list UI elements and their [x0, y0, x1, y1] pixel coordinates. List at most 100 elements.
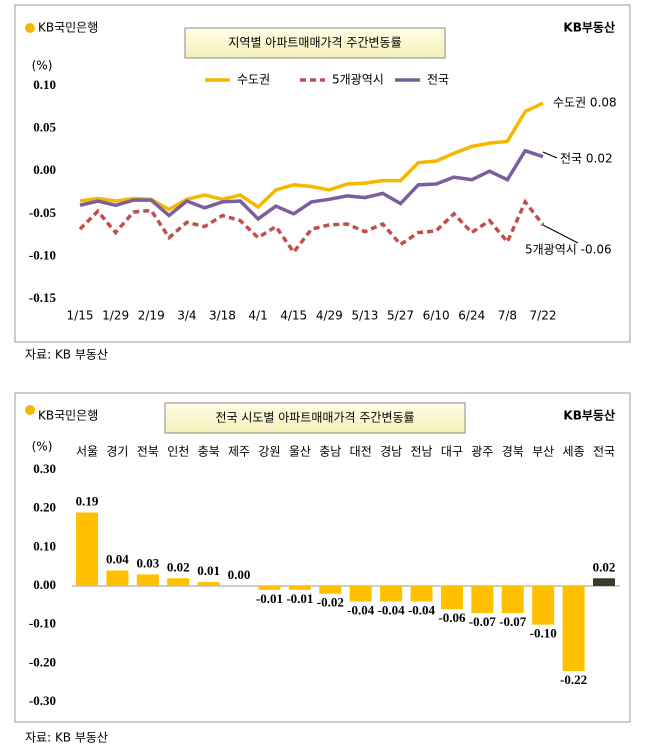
logo-icon: [25, 405, 35, 415]
series-line: [79, 148, 544, 222]
bar: [197, 582, 220, 586]
x-tick-label: 경기: [106, 445, 128, 459]
x-tick-label: 전남: [410, 445, 432, 459]
chart-frame: [14, 4, 631, 343]
legend-label: 수도권: [237, 73, 270, 87]
y-tick-label: -0.30: [29, 693, 56, 708]
value-label: -0.01: [256, 591, 283, 606]
value-label: 0.00: [228, 567, 251, 582]
x-tick-label: 3/4: [177, 309, 196, 323]
title-box: [184, 27, 446, 59]
y-tick-label: -0.15: [29, 290, 57, 305]
bar: [471, 586, 494, 614]
chart-title: 지역별 아파트매매가격 주간변동률: [228, 36, 401, 50]
value-label: -0.07: [499, 614, 527, 629]
value-label: -0.04: [347, 602, 375, 617]
value-label: 0.03: [136, 555, 159, 570]
bar: [532, 586, 555, 625]
x-tick-label: 4/1: [248, 309, 267, 323]
value-label: -0.10: [530, 626, 557, 641]
value-label: -0.02: [317, 595, 344, 610]
value-label: -0.22: [560, 672, 587, 687]
logo-icon: [25, 23, 35, 33]
x-tick-label: 7/8: [498, 309, 517, 323]
x-tick-label: 경남: [380, 445, 402, 459]
bar: [136, 574, 159, 586]
x-tick-label: 전북: [137, 445, 159, 459]
x-tick-label: 6/10: [423, 309, 450, 323]
x-tick-label: 1/29: [102, 309, 129, 323]
y-tick-label: -0.20: [29, 654, 56, 669]
value-label: -0.01: [286, 591, 313, 606]
bar: [288, 586, 311, 590]
bar: [440, 586, 463, 610]
x-tick-label: 울산: [289, 445, 311, 459]
value-label: 0.19: [76, 494, 99, 509]
y-unit: (%): [32, 440, 53, 454]
logo-text: KB국민은행: [38, 20, 98, 35]
y-tick-label: 0.00: [33, 577, 56, 592]
annotation: 수도권 0.08: [553, 96, 617, 110]
y-tick-label: 0.05: [33, 120, 56, 135]
annotation: 5개광역시 -0.06: [525, 243, 612, 257]
bar: [258, 586, 281, 590]
chart-title: 전국 시도별 아파트매매가격 주간변동률: [215, 411, 414, 425]
bar: [106, 570, 129, 586]
value-label: 0.01: [197, 563, 220, 578]
annotation-leader: [542, 151, 558, 159]
bar: [349, 586, 372, 602]
y-unit: (%): [32, 59, 53, 73]
x-tick-label: 1/15: [67, 309, 94, 323]
x-tick-label: 7/22: [530, 309, 557, 323]
value-label: 0.02: [167, 559, 190, 574]
y-tick-label: 0.00: [33, 162, 56, 177]
x-tick-label: 4/29: [316, 309, 343, 323]
value-label: 0.02: [593, 559, 616, 574]
x-tick-label: 충남: [319, 445, 341, 459]
bar: [76, 512, 98, 586]
x-tick-label: 대구: [441, 445, 463, 459]
x-tick-label: 광주: [471, 445, 493, 459]
bar: [501, 586, 524, 614]
value-label: -0.07: [469, 614, 497, 629]
y-tick-label: -0.10: [29, 247, 56, 262]
x-tick-label: 경북: [502, 445, 524, 459]
bar: [593, 578, 615, 586]
x-tick-label: 충북: [198, 445, 220, 459]
source: 자료: KB 부동산: [25, 348, 108, 362]
brand: KB부동산: [563, 20, 615, 35]
annotation: 전국 0.02: [560, 152, 613, 166]
legend-label: 5개광역시: [332, 73, 384, 87]
bar: [562, 586, 585, 672]
x-tick-label: 3/18: [209, 309, 236, 323]
bar: [380, 586, 403, 602]
brand: KB부동산: [563, 408, 615, 423]
x-tick-label: 서울: [76, 445, 98, 459]
value-label: -0.04: [378, 602, 406, 617]
y-tick-label: -0.05: [29, 205, 57, 220]
source: 자료: KB 부동산: [25, 731, 108, 745]
chart-frame: [14, 392, 631, 723]
x-tick-label: 세종: [563, 445, 585, 459]
logo-text: KB국민은행: [38, 408, 98, 423]
bar: [319, 586, 342, 594]
y-tick-label: 0.30: [33, 461, 56, 476]
value-label: -0.04: [408, 602, 436, 617]
title-box: [164, 402, 466, 434]
x-tick-label: 제주: [228, 445, 250, 459]
x-tick-label: 대전: [350, 445, 372, 459]
y-tick-label: 0.20: [33, 500, 56, 515]
x-tick-label: 2/19: [138, 309, 165, 323]
y-tick-label: -0.10: [29, 616, 56, 631]
y-tick-label: 0.10: [33, 538, 56, 553]
x-tick-label: 인천: [167, 444, 189, 459]
x-tick-label: 전국: [593, 445, 615, 459]
value-label: -0.06: [438, 610, 466, 625]
x-tick-label: 6/24: [458, 309, 485, 323]
x-tick-label: 강원: [258, 445, 280, 459]
value-label: 0.04: [106, 552, 129, 567]
x-tick-label: 5/27: [387, 309, 414, 323]
x-tick-label: 5/13: [351, 309, 378, 323]
